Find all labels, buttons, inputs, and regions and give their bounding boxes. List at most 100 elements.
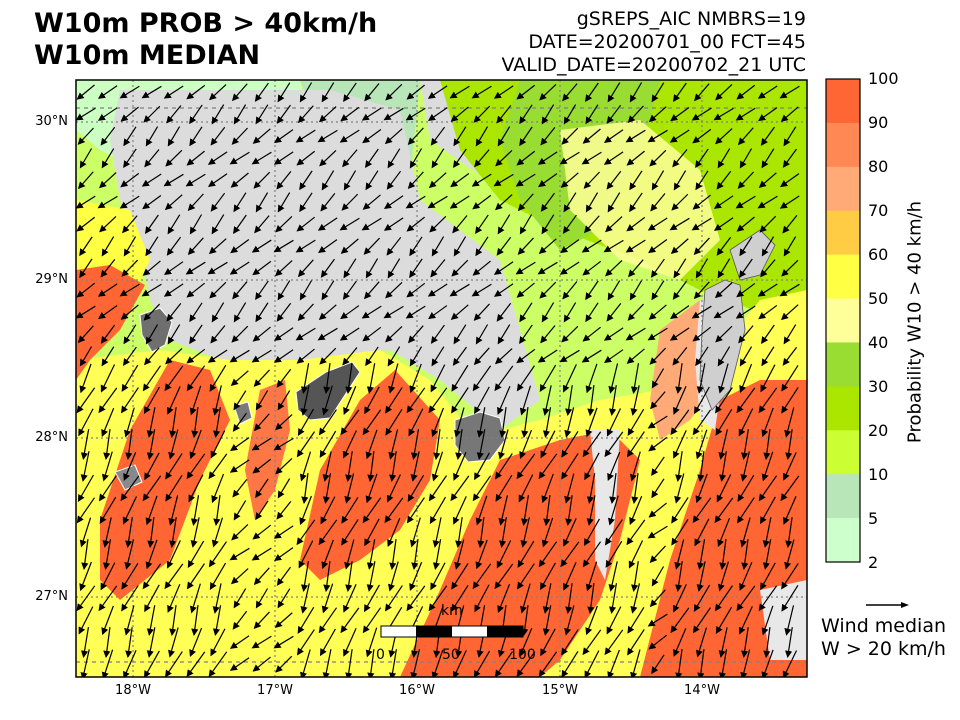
wind-arrow [229,261,250,275]
cb-tick-60: 60 [868,245,889,264]
wind-arrow [475,539,488,570]
wind-arrow [121,364,139,392]
wind-arrow [738,606,753,635]
wind-arrow [142,475,162,502]
wind-arrow [252,260,272,276]
wind-arrow [715,84,733,101]
wind-arrow [475,495,488,526]
wind-arrow [167,386,181,415]
wind-arrow [696,363,706,394]
wind-arrow [493,261,514,275]
wind-arrow [606,104,622,124]
wind-arrow [494,348,513,365]
wind-arrow [736,282,756,298]
wind-arrow [166,105,182,124]
wind-arrow [648,239,668,254]
wind-arrow [693,237,710,255]
wind-arrow [186,150,205,166]
wind-arrow [383,305,404,319]
wind-arrow [675,649,683,677]
wind-arrow [695,170,709,191]
wind-arrow [164,365,184,392]
wind-arrow [253,171,271,189]
wind-arrow [609,473,617,505]
wind-arrow [343,170,357,191]
wind-arrow [232,479,248,498]
wind-arrow [186,563,205,590]
wind-arrow [585,192,599,213]
wind-arrow [607,649,620,677]
wind-arrow [275,457,293,475]
wind-arrow [255,588,269,609]
wind-arrow [323,561,331,593]
wind-arrow [472,260,491,276]
wind-arrow [207,151,228,165]
wind-arrow [583,215,600,234]
wind-arrow [718,627,728,658]
wind-arrow [300,385,310,416]
wind-arrow [647,217,668,231]
wind-arrow [165,651,183,677]
wind-arrow [582,326,601,342]
wind-arrow [361,217,382,231]
wind-arrow [694,83,710,102]
plume-gran-canaria [400,430,640,677]
wind-arrow [78,408,94,437]
wind-arrow [629,495,643,525]
wind-arrow [649,545,666,563]
wind-arrow [80,649,90,677]
title-line-2: W10m MEDIAN [34,40,261,71]
wind-arrow [101,649,114,677]
wind-arrow [713,305,734,319]
wind-arrow [251,635,272,649]
wind-arrow [142,563,162,590]
calm-patch-se [760,580,807,660]
wind-arrow [77,474,95,503]
wind-arrow [318,519,338,546]
map-area [76,80,807,677]
wind-arrow [341,496,359,524]
wind-arrow [564,407,575,438]
cb-tick-90: 90 [868,113,889,132]
wind-arrow [608,495,619,526]
wind-arrow [760,364,776,393]
wind-arrow [299,280,313,301]
wind-arrow [163,85,184,99]
wind-arrow [538,173,558,188]
wind-arrow [736,585,756,612]
wind-arrow [740,451,750,482]
wind-arrow [716,236,732,256]
wind-arrow [388,649,398,677]
wind-arrow [232,610,248,630]
wind-arrow [296,519,316,546]
wind-arrow [80,429,90,460]
wind-arrow [428,585,448,612]
wind-arrow [251,437,272,451]
wind-arrow [299,495,313,526]
wind-arrow [231,325,249,343]
wind-arrow [296,629,315,656]
wind-arrow [427,195,448,209]
wind-arrow [781,563,799,590]
wind-arrow [542,407,552,438]
wind-arrow [582,541,602,568]
wind-arrow [101,346,115,367]
wind-arrow [296,150,316,166]
wind-arrow [516,651,536,677]
wind-arrow [253,369,270,387]
wind-arrow [345,561,353,593]
wind-arrow [300,363,310,394]
wind-arrow [340,238,359,254]
wind-arrow [585,561,598,592]
wind-arrow [231,83,248,102]
wind-arrow [274,260,293,277]
wind-arrow [561,629,579,656]
wind-arrow [123,236,137,257]
wind-arrow [696,561,706,592]
wind-arrow [212,583,222,614]
wind-arrow [252,524,272,540]
plume-gomera [245,380,290,520]
wind-arrow [345,363,353,395]
wind-arrow [455,429,463,461]
